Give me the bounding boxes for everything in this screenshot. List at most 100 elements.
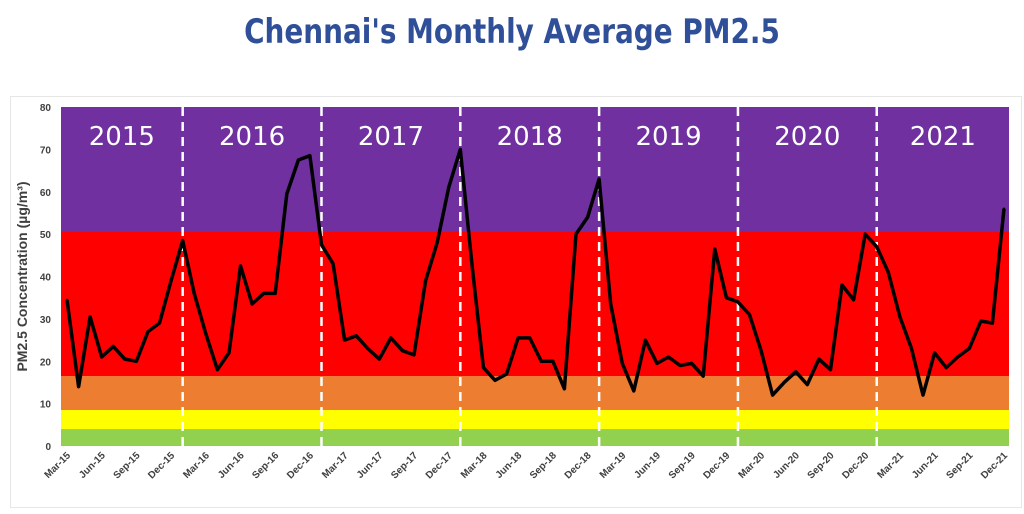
x-tick-label: Mar-21 [875, 450, 906, 481]
data-point [875, 245, 878, 249]
data-point [193, 292, 196, 295]
data-point [378, 357, 381, 361]
y-tick-label: 80 [40, 103, 52, 114]
x-tick-label: Sep-18 [528, 450, 559, 481]
data-point [482, 366, 485, 369]
data-point [574, 232, 578, 236]
data-point [158, 321, 161, 325]
data-point [320, 243, 323, 246]
data-point [77, 385, 80, 388]
data-point [146, 330, 150, 333]
x-tick-label: Mar-15 [43, 450, 74, 481]
x-tick-label: Sep-17 [389, 450, 420, 481]
data-point [609, 302, 612, 306]
data-point [285, 192, 288, 196]
x-tick-label: Mar-17 [320, 450, 351, 481]
data-point [528, 336, 531, 340]
data-point [112, 345, 115, 348]
data-point [968, 347, 971, 350]
aqi-band-1 [61, 409, 1009, 430]
year-label: 2020 [774, 122, 840, 152]
aqi-band-0 [61, 429, 1009, 446]
data-point [933, 351, 936, 354]
y-tick-label: 10 [40, 400, 52, 411]
data-point [655, 362, 659, 365]
data-point [412, 353, 416, 357]
year-label: 2016 [219, 122, 285, 152]
data-point [493, 379, 497, 382]
data-point [921, 393, 925, 397]
data-point [736, 300, 740, 304]
x-tick-label: Dec-17 [424, 450, 455, 481]
x-tick-label: Mar-20 [737, 450, 768, 481]
aqi-band-2 [61, 376, 1009, 410]
data-point [586, 215, 589, 219]
x-tick-label: Sep-15 [112, 450, 143, 481]
data-point [540, 360, 543, 363]
data-point [771, 393, 774, 397]
data-point [216, 368, 219, 371]
y-tick-label: 0 [45, 442, 51, 453]
data-point [262, 292, 265, 295]
data-point [459, 148, 462, 151]
data-point [979, 319, 983, 323]
data-point [100, 355, 103, 359]
x-tick-label: Dec-21 [979, 450, 1010, 481]
data-point [794, 370, 797, 374]
x-tick-label: Jun-21 [910, 450, 941, 481]
data-point [389, 336, 393, 340]
x-tick-label: Dec-18 [563, 450, 594, 481]
data-point [667, 355, 670, 359]
data-point [563, 387, 566, 390]
x-tick-label: Mar-18 [459, 450, 490, 481]
data-point [181, 239, 184, 242]
data-point [505, 372, 508, 376]
data-point [759, 349, 763, 352]
data-point [447, 186, 450, 189]
data-point [1002, 207, 1006, 210]
year-label: 2019 [635, 122, 701, 152]
x-tick-label: Jun-18 [494, 450, 525, 481]
data-point [274, 292, 277, 295]
x-tick-label: Dec-19 [702, 450, 733, 481]
data-point [331, 262, 335, 265]
data-point [354, 334, 358, 338]
data-point [597, 177, 601, 181]
data-point [702, 374, 705, 378]
data-point [470, 262, 474, 265]
x-tick-label: Sep-19 [667, 450, 698, 481]
data-point [817, 357, 821, 361]
y-tick-label: 30 [40, 315, 52, 326]
data-point [806, 383, 809, 386]
data-point [65, 298, 69, 302]
data-point [910, 347, 913, 350]
data-point [366, 347, 369, 350]
x-tick-label: Sep-21 [944, 450, 975, 481]
y-tick-label: 50 [40, 230, 52, 241]
data-point [783, 381, 786, 384]
year-label: 2018 [497, 122, 563, 152]
x-tick-label: Dec-20 [840, 450, 871, 481]
data-point [516, 336, 520, 340]
data-point [725, 296, 728, 299]
pm25-chart: 0 10 20 30 40 50 60 70 80 PM2.5 Concentration (µg… [14, 103, 1010, 481]
x-tick-label: Jun-15 [77, 450, 108, 481]
x-tick-label: Sep-20 [806, 450, 837, 481]
aqi-band-3 [61, 232, 1009, 377]
data-point [863, 232, 867, 236]
chart-area: 0 10 20 30 40 50 60 70 80 PM2.5 Concentration (µg… [10, 96, 1022, 508]
data-point [852, 298, 855, 302]
x-tick-label: Dec-16 [285, 450, 316, 481]
data-point [401, 349, 404, 352]
y-tick-label: 40 [40, 273, 52, 284]
data-point [829, 368, 832, 371]
data-point [227, 351, 231, 354]
data-point [713, 247, 717, 251]
data-point [308, 154, 312, 157]
data-point [748, 313, 751, 316]
data-point [297, 158, 300, 162]
data-point [551, 360, 555, 363]
data-point [621, 362, 624, 365]
y-tick-label: 60 [40, 188, 52, 199]
chart-title: Chennai's Monthly Average PM2.5 [244, 12, 780, 52]
